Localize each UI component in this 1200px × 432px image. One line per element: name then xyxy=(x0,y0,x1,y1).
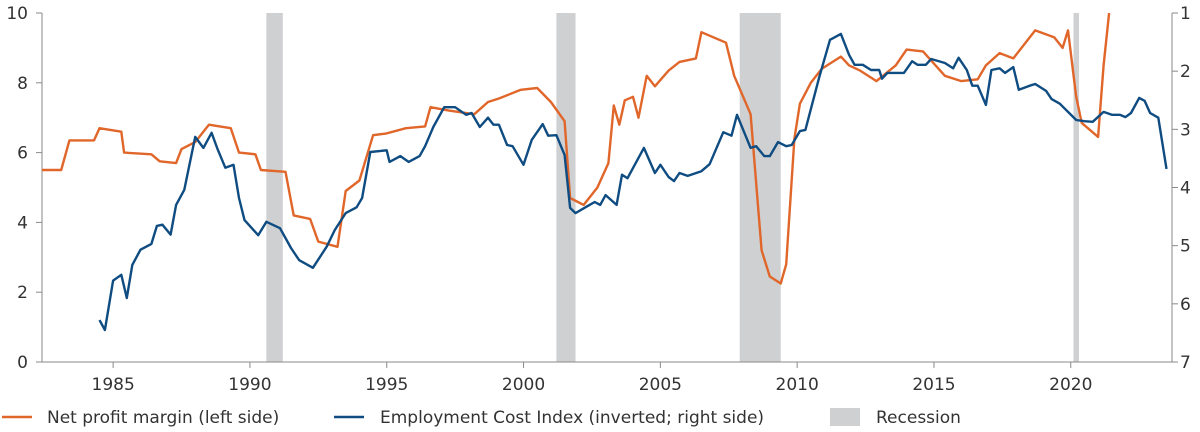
x-tick-label: 2005 xyxy=(639,375,682,395)
recession-band xyxy=(1073,13,1079,362)
recession-bands xyxy=(266,13,1079,362)
right-y-tick-label: 2 xyxy=(1180,62,1191,82)
right-y-tick-label: 3 xyxy=(1180,120,1191,140)
recession-band xyxy=(266,13,283,362)
legend-label-recession: Recession xyxy=(876,408,961,428)
right-y-tick-label: 4 xyxy=(1180,179,1191,199)
x-tick-label: 2010 xyxy=(776,375,819,395)
left-y-tick-label: 4 xyxy=(17,213,28,233)
legend-label-net-profit-margin: Net profit margin (left side) xyxy=(47,408,279,428)
x-tick-label: 1985 xyxy=(92,375,135,395)
recession-band xyxy=(739,13,781,362)
series-lines xyxy=(42,13,1168,332)
right-y-tick-label: 5 xyxy=(1180,237,1191,257)
legend-label-eci: Employment Cost Index (inverted; right s… xyxy=(380,408,764,428)
left-y-tick-label: 10 xyxy=(6,4,28,24)
x-tick-label: 2015 xyxy=(912,375,955,395)
legend-swatch-recession xyxy=(830,408,860,426)
series-line-net-profit-margin xyxy=(42,13,1111,285)
right-y-tick-label: 6 xyxy=(1180,295,1191,315)
left-y-tick-label: 0 xyxy=(17,353,28,373)
x-tick-label: 1995 xyxy=(365,375,408,395)
right-y-tick-label: 7 xyxy=(1180,353,1191,373)
x-tick-label: 1990 xyxy=(228,375,271,395)
axes: 1985 1990 1995 2000 2005 2010 2015 2020 0 2 4 6 8 10 1… xyxy=(6,4,1190,395)
x-tick-label: 2000 xyxy=(502,375,545,395)
left-y-tick-label: 8 xyxy=(17,74,28,94)
left-y-tick-label: 6 xyxy=(17,144,28,164)
left-y-tick-label: 2 xyxy=(17,283,28,303)
recession-band xyxy=(556,13,576,362)
right-y-tick-label: 1 xyxy=(1180,4,1191,24)
x-tick-label: 2020 xyxy=(1049,375,1092,395)
series-line-employment-cost-index xyxy=(98,32,1168,332)
legend: Net profit margin (left side) Employment… xyxy=(2,408,961,428)
